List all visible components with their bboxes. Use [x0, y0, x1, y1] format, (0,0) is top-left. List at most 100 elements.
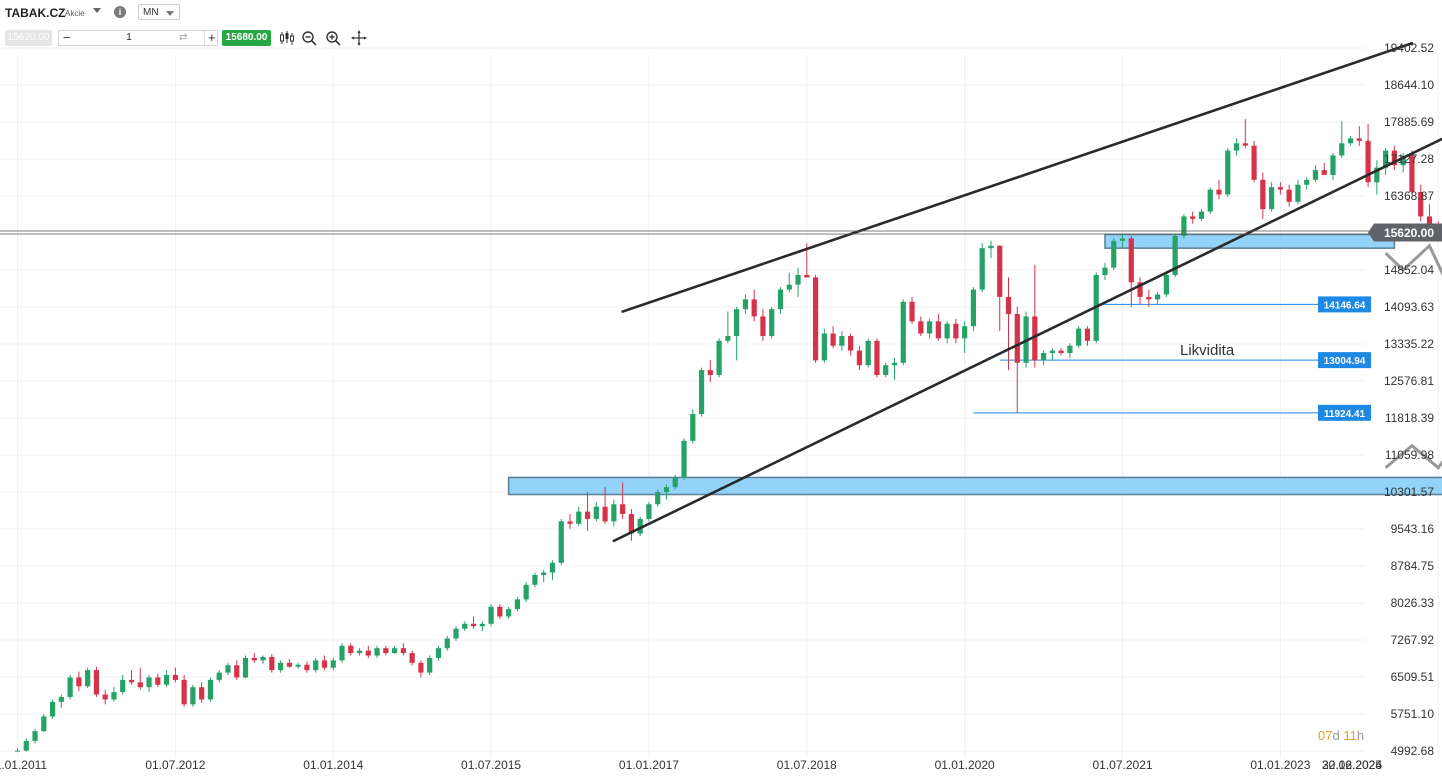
- candles-layer: [14, 118, 1441, 752]
- y-tick-label: 19402.52: [1384, 41, 1434, 55]
- top-toolbar: TABAK.CZ Akcie i MN: [0, 0, 1442, 26]
- candle-body: [1040, 353, 1047, 361]
- candle-body: [1102, 267, 1108, 275]
- candle-body: [339, 645, 345, 661]
- candle-body: [427, 657, 433, 673]
- candle-body: [1418, 192, 1424, 217]
- candle-body: [1181, 216, 1187, 236]
- candle-body: [330, 660, 336, 668]
- trade-toolbar: 15620.00 − 1 ⇄ + 15680.00: [0, 27, 1442, 51]
- chevron-down-icon[interactable]: [93, 8, 101, 13]
- candle-body: [962, 326, 968, 339]
- current-price-layer: 15620.00: [0, 223, 1442, 242]
- x-tick-label: 01.07.2021: [1092, 758, 1152, 772]
- candle-body: [321, 660, 328, 668]
- candle-countdown: 07d 11h: [1318, 728, 1364, 743]
- candle-body: [1269, 187, 1275, 210]
- candle-body: [67, 677, 73, 697]
- x-tick-label: 01.07.2015: [461, 758, 521, 772]
- crosshair-icon[interactable]: [350, 30, 368, 46]
- liquidity-level-label: 14146.64: [1324, 300, 1366, 311]
- candle-body: [1014, 314, 1020, 363]
- sell-button[interactable]: 15620.00: [5, 30, 52, 46]
- candle-body: [260, 656, 266, 661]
- swap-icon[interactable]: ⇄: [179, 32, 188, 43]
- candle-body: [1356, 138, 1362, 141]
- candle-body: [830, 333, 836, 346]
- candle-body: [190, 687, 196, 705]
- candle-body: [409, 653, 415, 663]
- minus-icon[interactable]: −: [63, 30, 71, 45]
- y-tick-label: 16368.87: [1384, 189, 1434, 203]
- y-tick-label: 7267.92: [1391, 633, 1435, 647]
- candle-body: [926, 321, 933, 334]
- trendlines-layer: [612, 41, 1442, 543]
- candle-body: [470, 623, 477, 627]
- countdown-hours: 11: [1343, 728, 1357, 743]
- x-tick-label: 01.01.2023: [1250, 758, 1310, 772]
- zoom-in-icon[interactable]: [325, 30, 343, 46]
- candle-body: [14, 750, 21, 752]
- candle-body: [734, 309, 740, 336]
- y-axis: 19402.52 18644.10 17885.69 17127.28 16368.87…: [1384, 41, 1434, 758]
- info-icon[interactable]: i: [114, 6, 126, 18]
- arrows-layer: [1384, 243, 1442, 470]
- candle-body: [32, 731, 38, 741]
- x-tick-label: 22.12.2025: [1322, 758, 1382, 772]
- candle-body: [1119, 238, 1126, 241]
- candle-body: [584, 511, 591, 519]
- candle-body: [891, 362, 898, 366]
- candle-body: [41, 716, 47, 732]
- candle-body: [444, 638, 450, 649]
- liquidity-level-badge: [1318, 404, 1371, 421]
- candle-body: [786, 284, 792, 290]
- candle-body: [672, 477, 678, 488]
- candle-body: [23, 740, 29, 751]
- candle-body: [751, 299, 757, 317]
- y-tick-label: 18644.10: [1384, 78, 1434, 92]
- buy-button[interactable]: 15680.00: [222, 30, 271, 46]
- candle-body: [1295, 184, 1301, 202]
- candle-body: [558, 521, 564, 563]
- candle-body: [646, 504, 652, 519]
- candle-body: [611, 504, 617, 522]
- candle-body: [1365, 140, 1371, 183]
- trendline: [612, 137, 1442, 543]
- y-tick-label: 5751.10: [1391, 707, 1435, 721]
- candle-body: [1312, 170, 1319, 180]
- candle-body: [383, 648, 389, 654]
- zoom-out-icon[interactable]: [301, 30, 319, 46]
- candle-body: [663, 487, 670, 493]
- candle-body: [742, 299, 749, 310]
- y-tick-label: 14093.63: [1384, 300, 1434, 314]
- candle-body: [1339, 143, 1345, 156]
- candle-body: [128, 679, 135, 683]
- liquidity-level-badge: [1318, 352, 1371, 369]
- candle-body: [549, 562, 556, 573]
- timeframe-select[interactable]: MN: [138, 4, 180, 20]
- candle-body: [918, 321, 924, 334]
- quantity-value[interactable]: 1: [126, 32, 132, 43]
- y-tick-label: 11059.98: [1385, 448, 1434, 462]
- candle-body: [1163, 274, 1169, 295]
- chevron-down-icon: [166, 11, 174, 16]
- candle-body: [681, 440, 687, 478]
- candlestick-icon[interactable]: [278, 30, 296, 46]
- candle-body: [804, 274, 810, 278]
- candle-body: [251, 657, 257, 661]
- candle-body: [1321, 170, 1327, 175]
- candle-body: [1409, 155, 1415, 193]
- plus-icon[interactable]: +: [204, 30, 216, 45]
- candle-body: [242, 657, 249, 678]
- symbol-name[interactable]: TABAK.CZ: [5, 6, 66, 20]
- candle-body: [102, 694, 108, 700]
- x-tick-label: 01.01.2014: [303, 758, 363, 772]
- candle-body: [1067, 345, 1073, 354]
- candle-body: [374, 648, 380, 656]
- candle-body: [567, 521, 573, 524]
- candle-body: [172, 675, 178, 680]
- quantity-stepper[interactable]: − 1 ⇄ +: [58, 30, 218, 46]
- candle-body: [602, 506, 608, 522]
- candle-body: [856, 350, 863, 366]
